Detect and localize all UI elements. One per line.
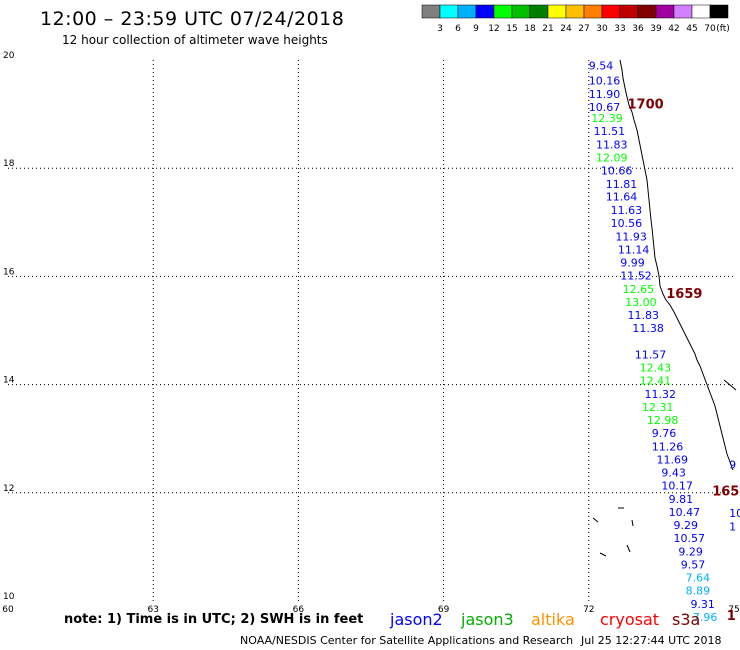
lat-tick-label: 20 <box>3 51 15 61</box>
color-scale-label: 9 <box>473 24 479 34</box>
color-scale-label: 33 <box>614 24 625 34</box>
pass-time-label: 1700 <box>628 98 664 113</box>
pass-time-label: 1659 <box>666 287 702 302</box>
color-scale-label: 12 <box>488 24 499 34</box>
wave-height-label: 13.00 <box>625 296 657 309</box>
island-outline <box>723 379 737 391</box>
color-scale-label: 70 <box>704 24 716 34</box>
lat-tick-label: 18 <box>3 159 15 169</box>
wave-height-label: 10.16 <box>589 74 621 87</box>
coastline <box>619 59 734 471</box>
pass-time-label: 1658 <box>712 485 740 500</box>
wave-height-label: 11.14 <box>618 244 650 257</box>
wave-height-label: 12.09 <box>596 152 628 165</box>
wave-height-label: 11.93 <box>615 231 647 244</box>
wave-height-label: 11.64 <box>606 191 638 204</box>
wave-height-label: 11.83 <box>596 139 628 152</box>
color-scale-label: 30 <box>596 24 608 34</box>
wave-height-label: 12.31 <box>642 401 674 414</box>
wave-height-label: 10.47 <box>669 506 701 519</box>
wave-height-label: 9.76 <box>652 427 677 440</box>
wave-height-label: 10.66 <box>601 165 633 178</box>
wave-height-label: 12.65 <box>623 283 655 296</box>
island-outline <box>626 544 631 553</box>
wave-height-label: 12.43 <box>640 362 672 375</box>
color-scale-label: 21 <box>542 24 553 34</box>
wave-height-label: 11.38 <box>632 322 664 335</box>
color-scale-label: 3 <box>437 24 443 34</box>
wave-height-label: 1 <box>729 521 736 534</box>
wave-height-label: 9.81 <box>669 493 694 506</box>
lon-tick-label: 66 <box>293 605 305 615</box>
wave-height-label: 9.54 <box>589 60 614 73</box>
color-scale-label: 45 <box>686 24 697 34</box>
map-title: 12:00 – 23:59 UTC 07/24/2018 <box>40 8 345 30</box>
note-text: note: 1) Time is in UTC; 2) SWH is in fe… <box>64 612 364 627</box>
wave-height-label: 8.89 <box>686 585 711 598</box>
wave-height-label: 7.96 <box>693 611 718 624</box>
wave-height-label: 10.57 <box>674 532 706 545</box>
wave-height-label: 12.39 <box>591 112 623 125</box>
wave-height-label: 12.98 <box>647 414 679 427</box>
lat-tick-label: 16 <box>3 267 15 277</box>
lon-tick-label: 69 <box>438 605 450 615</box>
color-scale-label: 42 <box>668 24 679 34</box>
wave-height-label: 11.26 <box>652 441 684 454</box>
lat-tick-label: 14 <box>3 376 15 386</box>
lon-tick-label: 72 <box>583 605 594 615</box>
lon-tick-label: 60 <box>2 605 14 615</box>
legend-item-jason2: jason2 <box>390 610 443 629</box>
island-outline <box>592 517 599 523</box>
wave-height-label: 9 <box>729 458 736 471</box>
wave-height-label: 10.56 <box>611 217 643 230</box>
wave-height-label: 10.67 <box>589 101 621 114</box>
wave-height-label: 9.29 <box>674 519 699 532</box>
color-scale-label: 24 <box>560 24 572 34</box>
legend-item-s3a: s3a <box>672 610 701 629</box>
wave-height-label: 11.63 <box>611 204 643 217</box>
wave-height-label: 11.32 <box>644 388 676 401</box>
island-outline <box>631 519 634 527</box>
lon-tick-label: 75 <box>728 605 739 615</box>
wave-height-label: 11.52 <box>620 270 652 283</box>
wave-height-label: 10.17 <box>661 480 693 493</box>
wave-height-label: 9.29 <box>678 546 703 559</box>
lon-tick-label: 63 <box>147 605 158 615</box>
wave-height-label: 10 <box>729 507 740 520</box>
wave-height-label: 11.51 <box>594 125 626 138</box>
wave-height-label: 11.90 <box>589 88 621 101</box>
footer-timestamp: Jul 25 12:27:44 UTC 2018 <box>581 634 722 647</box>
wave-height-label: 11.69 <box>657 454 689 467</box>
color-scale-label: 15 <box>506 24 517 34</box>
color-scale-label: 39 <box>650 24 662 34</box>
color-scale: 3 6 9 12 15 18 21 24 27 30 33 36 39 42 45 70 (ft) <box>421 4 730 34</box>
wave-height-label: 11.57 <box>635 349 667 362</box>
color-scale-label: 6 <box>455 24 461 34</box>
color-swatch <box>709 4 729 19</box>
wave-height-label: 12.41 <box>640 375 672 388</box>
island-outline <box>599 552 607 557</box>
lat-tick-label: 12 <box>3 484 14 494</box>
map-subtitle: 12 hour collection of altimeter wave hei… <box>62 33 328 47</box>
pass-time-label: 1 <box>727 609 736 624</box>
wave-height-label: 11.83 <box>628 309 660 322</box>
color-scale-label: 36 <box>632 24 644 34</box>
color-scale-label: 27 <box>578 24 589 34</box>
wave-height-label: 9.43 <box>661 467 686 480</box>
wave-height-label: 7.64 <box>686 572 711 585</box>
wave-height-label: 11.81 <box>606 178 638 191</box>
legend-item-altika: altika <box>531 610 575 629</box>
legend-item-jason3: jason3 <box>461 610 514 629</box>
footer-credit: NOAA/NESDIS Center for Satellite Applica… <box>240 634 574 647</box>
legend-item-cryosat: cryosat <box>600 610 660 629</box>
wave-height-label: 9.57 <box>681 559 706 572</box>
color-scale-label: (ft) <box>716 24 730 34</box>
wave-height-label: 9.99 <box>620 257 645 270</box>
color-scale-label: 18 <box>524 24 536 34</box>
wave-height-label: 9.31 <box>690 598 715 611</box>
lat-tick-label: 10 <box>3 592 15 602</box>
